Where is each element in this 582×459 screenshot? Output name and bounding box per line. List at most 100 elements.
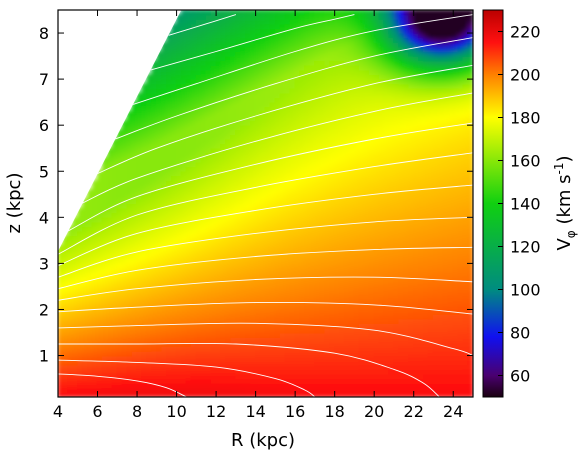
heatmap-cell [383, 10, 390, 16]
heatmap-cell [195, 281, 202, 288]
heatmap-cell [348, 92, 356, 99]
heatmap-cell [240, 373, 247, 380]
heatmap-cell [378, 336, 385, 343]
heatmap-cell [230, 290, 237, 297]
heatmap-cell [151, 272, 158, 278]
heatmap-cell [255, 212, 262, 218]
heatmap-cell [378, 32, 385, 39]
heatmap-cell [264, 276, 272, 283]
heatmap-cell [171, 69, 178, 76]
heatmap-cell [106, 359, 113, 366]
heatmap-cell [180, 64, 188, 71]
heatmap-cell [205, 230, 212, 237]
heatmap-cell [136, 193, 143, 200]
heatmap-cell [171, 55, 178, 62]
heatmap-cell [171, 101, 178, 108]
heatmap-cell [383, 87, 390, 94]
heatmap-cell [373, 285, 380, 292]
heatmap-cell [304, 129, 311, 135]
heatmap-cell [309, 267, 316, 274]
heatmap-cell [250, 387, 257, 393]
heatmap-cell [245, 377, 252, 384]
heatmap-cell [279, 221, 286, 228]
heatmap-cell [185, 78, 192, 85]
heatmap-cell [279, 359, 286, 366]
heatmap-cell [339, 364, 346, 370]
heatmap-cell [343, 318, 351, 324]
heatmap-cell [166, 179, 173, 186]
heatmap-cell [334, 235, 341, 241]
heatmap-cell [284, 272, 291, 278]
heatmap-cell [245, 78, 252, 85]
heatmap-cell [190, 387, 197, 393]
heatmap-cell [200, 37, 207, 43]
heatmap-cell [111, 368, 118, 375]
heatmap-cell [324, 166, 331, 172]
heatmap-cell [171, 272, 178, 278]
heatmap-cell [259, 281, 267, 288]
heatmap-cell [96, 248, 104, 255]
heatmap-cell [269, 106, 276, 112]
heatmap-cell [368, 345, 375, 352]
heatmap-cell [195, 92, 202, 99]
heatmap-cell [175, 345, 183, 352]
heatmap-cell [151, 124, 158, 131]
heatmap-cell [210, 359, 217, 366]
heatmap-cell [259, 285, 267, 292]
heatmap-cell [255, 391, 262, 397]
heatmap-cell [294, 336, 301, 343]
heatmap-cell [289, 170, 296, 177]
heatmap-cell [255, 73, 262, 80]
heatmap-cell [161, 391, 168, 397]
heatmap-cell [190, 262, 197, 269]
heatmap-cell [289, 189, 296, 195]
heatmap-cell [116, 387, 123, 393]
heatmap-cell [240, 23, 247, 30]
heatmap-cell [353, 244, 360, 251]
heatmap-cell [353, 129, 360, 135]
heatmap-cell [195, 14, 202, 20]
heatmap-cell [378, 69, 385, 76]
heatmap-cell [353, 92, 360, 99]
heatmap-cell [358, 41, 365, 48]
heatmap-cell [294, 253, 301, 260]
heatmap-cell [284, 235, 291, 241]
heatmap-cell [294, 175, 301, 182]
heatmap-cell [200, 101, 207, 108]
heatmap-cell [368, 115, 375, 122]
heatmap-cell [106, 216, 113, 223]
heatmap-cell [319, 285, 326, 292]
heatmap-cell [67, 331, 74, 338]
heatmap-cell [334, 212, 341, 218]
heatmap-cell [289, 248, 296, 255]
heatmap-cell [171, 156, 178, 163]
heatmap-cell [225, 106, 232, 112]
heatmap-cell [274, 267, 281, 274]
heatmap-cell [343, 133, 351, 140]
heatmap-cell [329, 69, 336, 76]
heatmap-cell [294, 87, 301, 94]
heatmap-cell [116, 138, 123, 145]
heatmap-cell [378, 212, 385, 218]
heatmap-cell [195, 189, 202, 195]
heatmap-cell [289, 124, 296, 131]
heatmap-cell [151, 129, 158, 135]
heatmap-cell [185, 143, 192, 149]
heatmap-cell [131, 207, 138, 214]
heatmap-cell [215, 253, 222, 260]
heatmap-cell [334, 69, 341, 76]
heatmap-cell [190, 198, 197, 205]
heatmap-cell [210, 341, 217, 347]
heatmap-cell [190, 318, 197, 324]
heatmap-cell [131, 262, 138, 269]
heatmap-cell [264, 166, 272, 172]
heatmap-cell [240, 110, 247, 117]
heatmap-cell [220, 230, 227, 237]
heatmap-cell [343, 212, 351, 218]
heatmap-cell [314, 267, 321, 274]
heatmap-cell [151, 101, 158, 108]
heatmap-cell [358, 230, 365, 237]
heatmap-cell [240, 290, 247, 297]
heatmap-cell [319, 235, 326, 241]
heatmap-cell [121, 156, 128, 163]
